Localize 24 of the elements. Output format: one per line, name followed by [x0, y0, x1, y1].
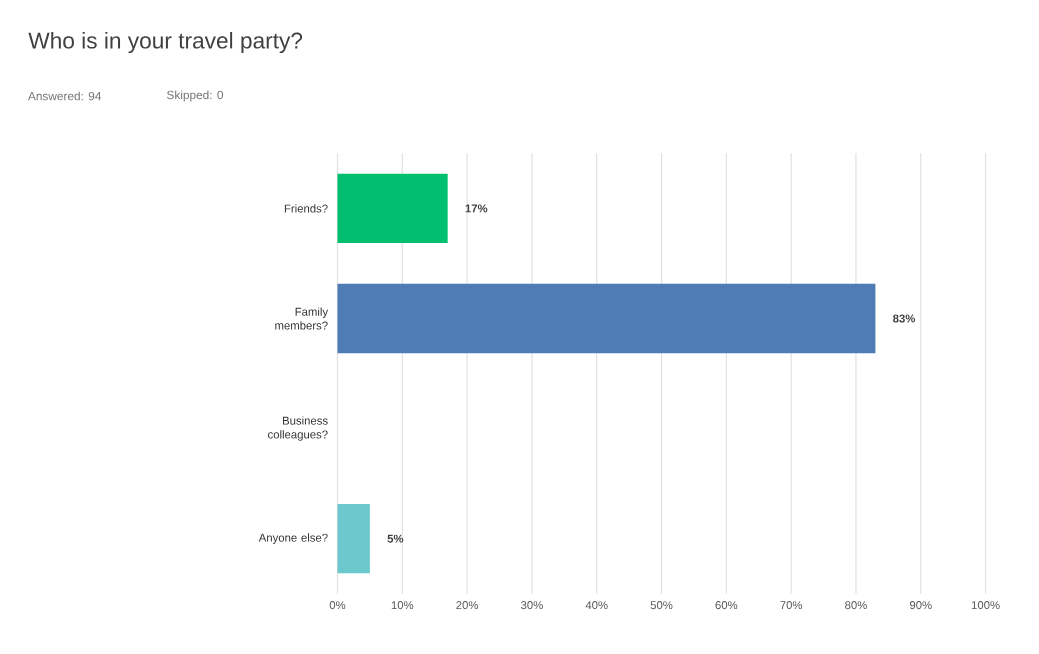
x-tick-label: 100%	[971, 601, 1000, 610]
x-tick-label: 10%	[391, 601, 414, 610]
data-label: 83%	[893, 314, 916, 323]
y-tick-label: Business colleagues?	[268, 416, 328, 441]
x-tick-label: 90%	[909, 601, 932, 610]
y-tick-label: Anyone else?	[258, 533, 328, 544]
chart-title: Who is in your travel party?	[28, 31, 303, 54]
x-tick-label: 50%	[650, 601, 673, 610]
x-tick-label: 30%	[521, 601, 543, 610]
x-tick-label: 0%	[329, 601, 346, 610]
x-tick-label: 60%	[715, 601, 738, 610]
text: Skipped: 0	[167, 90, 224, 102]
data-label: 17%	[465, 204, 488, 213]
bar	[337, 173, 448, 244]
y-tick-label: Friends?	[284, 204, 328, 213]
x-tick-label: 80%	[845, 601, 867, 610]
bar	[337, 283, 876, 354]
data-label: 5%	[387, 534, 404, 543]
x-tick-label: 40%	[585, 601, 608, 610]
text: Answered: 94	[27, 91, 102, 101]
y-tick-label: Family members?	[275, 307, 329, 330]
bar	[337, 503, 370, 574]
x-tick-label: 20%	[456, 601, 479, 610]
x-tick-label: 70%	[780, 601, 803, 610]
